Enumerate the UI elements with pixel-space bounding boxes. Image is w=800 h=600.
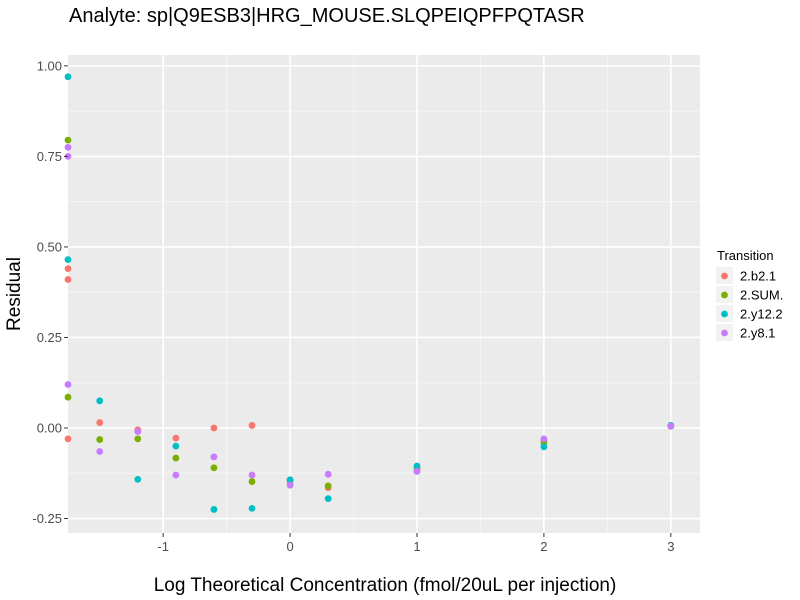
data-point [413,462,421,470]
data-point [540,435,548,443]
data-point [64,435,72,443]
data-point [64,393,72,401]
legend-title: Transition [717,248,774,263]
legend-key-marker [721,329,728,337]
data-point [413,468,421,475]
data-point [172,442,180,450]
data-point [286,481,294,489]
data-point [248,422,256,429]
data-point [96,448,104,455]
data-point [248,504,256,512]
data-point [64,276,72,283]
data-point [64,143,72,151]
x-tick-label: 1 [413,539,420,554]
x-axis-ticks: -1 0 1 2 3 [157,533,674,554]
y-tick-label: -0.25 [32,511,62,526]
data-point [667,422,675,430]
data-point [324,482,332,490]
major-gridlines [68,55,700,533]
data-point [172,454,180,462]
y-tick-label: 0.75 [37,149,62,164]
y-axis-title: Residual [4,257,25,331]
data-point [324,495,332,502]
legend: Transition 2.b2.1 2.SUM. 2.y12.2 2.y8.1 [716,248,783,341]
data-point [134,428,142,436]
data-point [172,471,180,479]
data-point [96,436,104,443]
data-point [64,381,72,388]
data-point [64,265,72,273]
data-point [134,435,142,443]
data-point [286,476,294,484]
plot-panel [68,55,700,533]
chart-title: Analyte: sp|Q9ESB3|HRG_MOUSE.SLQPEIQPFPQ… [69,5,585,27]
data-point [248,471,256,479]
x-tick-label: 2 [540,539,547,554]
legend-label: 2.y12.2 [740,307,783,322]
data-point [96,397,104,405]
data-points [64,73,675,513]
x-tick-label: 3 [667,539,674,554]
data-point [64,136,72,144]
x-tick-label: 0 [286,539,293,554]
data-point [172,434,180,442]
y-axis-ticks: -0.25 0.00 0.25 0.50 0.75 1.00 [32,58,68,526]
legend-key-marker [721,272,728,280]
data-point [64,256,72,263]
data-point [210,464,218,472]
data-point [210,453,218,461]
y-tick-label: 1.00 [37,58,62,73]
legend-label: 2.b2.1 [740,269,776,284]
x-axis-title: Log Theoretical Concentration (fmol/20uL… [154,575,617,596]
data-point [96,419,104,426]
data-point [210,506,218,513]
y-tick-label: 0.25 [37,330,62,345]
legend-label: 2.SUM. [740,288,783,303]
legend-items: 2.b2.1 2.SUM. 2.y12.2 2.y8.1 [716,267,783,341]
minor-gridlines [68,55,700,533]
legend-label: 2.y8.1 [740,326,775,341]
x-tick-label: -1 [157,539,169,554]
legend-key-marker [721,310,728,318]
y-tick-label: 0.50 [37,239,62,254]
data-point [248,478,256,485]
data-point [134,476,142,483]
y-tick-label: 0.00 [37,420,62,435]
data-point [64,73,72,81]
data-point [324,470,332,478]
data-point [540,443,548,451]
legend-key-marker [721,291,728,299]
data-point [210,424,218,432]
